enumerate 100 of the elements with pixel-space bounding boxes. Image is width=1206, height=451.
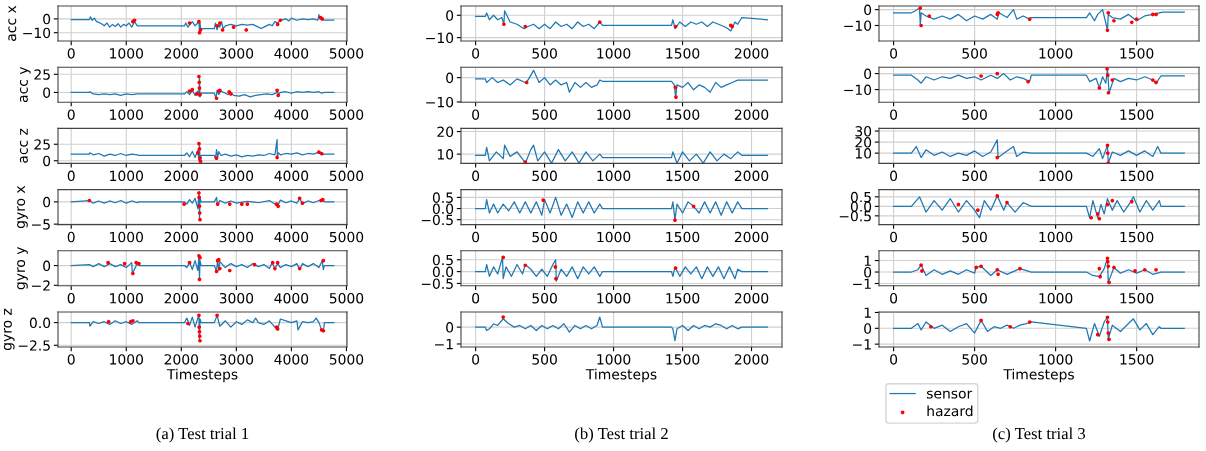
y-tick-label: 25 [34,139,50,150]
x-tick-label: 2000 [734,292,769,304]
x-tick-label: 500 [532,354,557,365]
y-tick-label: −0.5 [421,278,453,289]
x-tick-label: 1500 [666,354,700,365]
x-tick-label: 4000 [274,109,309,120]
x-tick-label: 1000 [597,48,631,59]
x-tick-label: 1000 [110,354,144,365]
y-tick-label: −10 [23,27,51,39]
y-tick-label: −10 [844,20,872,31]
y-tick-label: 0 [446,322,454,333]
y-tick-label: 0.0 [432,203,454,215]
x-axis-title: Timesteps [1003,368,1074,383]
y-tick-label: 0 [864,323,872,334]
y-tick-label: 0 [864,68,872,80]
legend-label: hazard [927,405,973,417]
x-tick-label: 500 [532,292,557,304]
y-tick-label: 30 [855,126,872,137]
x-tick-label: 0 [890,231,898,243]
x-tick-label: 2000 [734,170,769,182]
x-tick-label: 5000 [329,354,364,365]
x-tick-label: 0 [890,48,898,59]
x-tick-label: 5000 [329,170,364,182]
x-tick-label: 0 [67,170,75,182]
x-tick-label: 2000 [164,354,199,365]
x-tick-label: 1500 [1120,292,1154,304]
y-tick-label: 20 [437,126,454,138]
y-tick-label: 0.5 [432,192,453,203]
x-tick-label: 1000 [110,292,144,304]
x-tick-label: 3000 [219,170,254,182]
x-tick-label: 0 [67,354,75,365]
x-tick-label: 3000 [219,354,254,365]
x-tick-label: 1000 [597,292,631,304]
x-tick-label: 500 [532,231,557,243]
x-tick-label: 0 [67,109,75,120]
x-tick-label: 1000 [110,231,144,243]
y-tick-label: 1 [864,307,871,318]
x-tick-label: 1000 [1039,170,1073,182]
x-tick-label: 2000 [734,48,769,59]
y-tick-label: 0 [446,10,454,21]
y-axis-title: acc z [19,128,28,163]
x-axis-title: Timesteps [585,368,657,383]
x-tick-label: 0 [67,48,75,59]
x-tick-label: 1000 [1039,354,1073,365]
x-tick-label: 0 [890,109,898,120]
x-tick-label: 1500 [666,109,700,120]
x-tick-label: 1000 [597,170,631,182]
x-tick-label: 1500 [1120,354,1154,365]
x-tick-label: 2000 [164,292,199,304]
y-tick-label: 0.0 [432,266,454,278]
x-tick-label: 0 [472,292,480,304]
y-tick-label: 0 [446,72,454,84]
x-tick-label: 0 [890,354,898,365]
y-tick-label: −0.5 [421,214,453,226]
x-tick-label: 5000 [329,292,364,304]
y-tick-label: 20 [855,137,872,148]
x-tick-label: 500 [962,109,987,120]
y-axis-title: gyro x [17,185,28,229]
x-tick-label: 0 [472,48,480,59]
x-tick-label: 500 [532,170,557,182]
x-tick-label: 3000 [219,48,254,59]
y-tick-label: −2.5 [18,340,50,351]
x-tick-label: 5000 [329,109,364,120]
text: (b) Test trial 2 [575,427,668,443]
x-tick-label: 4000 [274,231,309,243]
x-tick-label: 1500 [1120,109,1154,120]
x-tick-label: 1000 [1039,109,1073,120]
x-tick-label: 0 [472,170,480,182]
text: (c) Test trial 3 [993,427,1086,443]
y-axis-title: acc x [8,5,17,41]
y-tick-label: 10 [437,149,454,160]
y-tick-label: 1 [864,255,871,266]
x-tick-label: 0 [472,354,480,365]
y-axis-title: gyro z [3,308,15,351]
x-tick-label: 2000 [164,170,199,182]
y-tick-label: −10 [844,84,872,96]
x-tick-label: 1500 [1120,170,1154,182]
y-tick-label: −10 [426,32,454,44]
y-tick-label: −1 [435,339,453,350]
x-tick-label: 1000 [110,109,144,120]
x-tick-label: 4000 [274,354,309,365]
x-tick-label: 0 [890,292,898,304]
x-tick-label: 1000 [110,170,144,182]
y-tick-label: 25 [34,69,50,80]
y-tick-label: 0 [43,87,51,98]
y-tick-label: −1 [853,339,871,350]
x-tick-label: 1000 [597,231,631,243]
y-tick-label: −0.5 [839,210,871,222]
y-axis-title: acc y [19,66,31,103]
x-tick-label: 1000 [597,109,631,120]
x-tick-label: 4000 [274,292,309,304]
x-tick-label: 500 [532,109,557,120]
y-tick-label: 0.0 [29,317,51,329]
x-tick-label: 5000 [329,48,364,59]
x-axis-title: Timesteps [166,368,238,383]
x-tick-label: 2000 [164,48,199,59]
x-tick-label: 2000 [164,231,199,243]
x-tick-label: 500 [962,231,987,243]
x-tick-label: 1000 [1039,48,1073,59]
x-tick-label: 0 [67,231,75,243]
